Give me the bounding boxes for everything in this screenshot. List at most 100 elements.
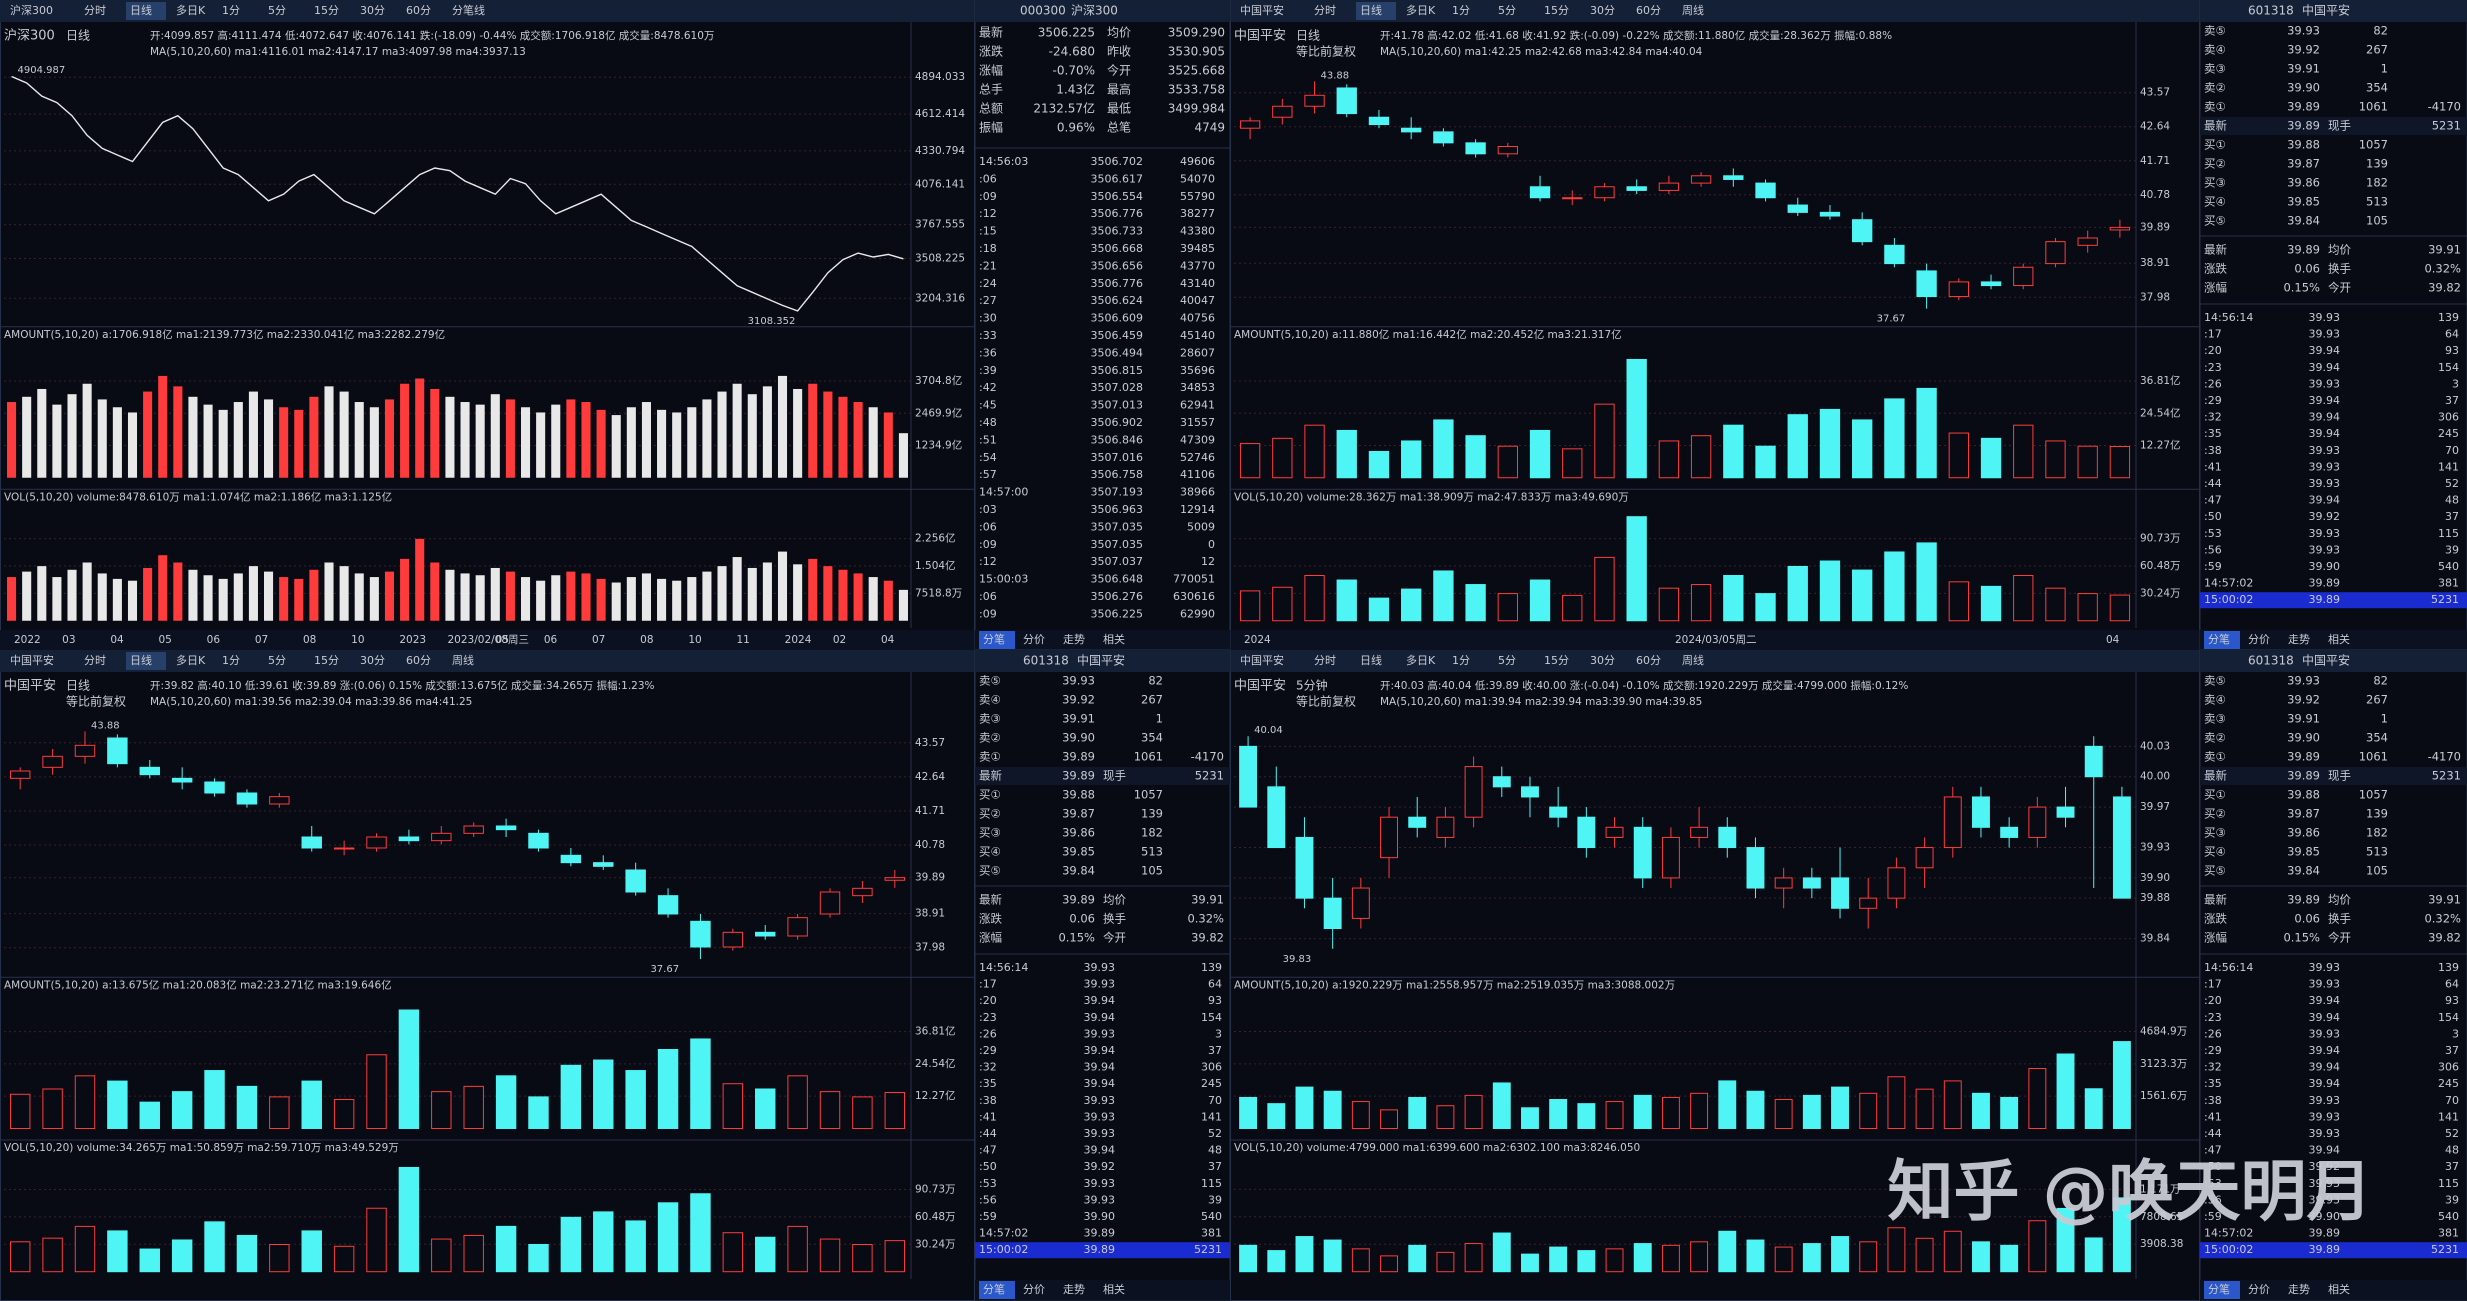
tab[interactable]: 日线: [1360, 3, 1382, 17]
tab[interactable]: 5分: [1498, 654, 1516, 667]
tab[interactable]: 15分: [314, 654, 339, 667]
tab[interactable]: 30分: [360, 654, 385, 667]
tab[interactable]: 中国平安: [10, 653, 54, 667]
vol-bar: [1755, 593, 1776, 622]
tick-price: 39.94: [1084, 994, 1116, 1007]
price-tick-label: 39.97: [2140, 801, 2170, 813]
quote-tab[interactable]: 相关: [2328, 632, 2350, 646]
tab[interactable]: 分时: [1314, 654, 1336, 667]
tab[interactable]: 1分: [222, 654, 240, 667]
stat-label: 涨幅: [979, 931, 1002, 945]
quote-tab[interactable]: 走势: [1063, 1283, 1085, 1296]
tick-volume: 64: [1208, 978, 1222, 991]
stat-label: 均价: [2328, 893, 2352, 907]
tab[interactable]: 60分: [1636, 4, 1661, 17]
amount-bar: [852, 1096, 873, 1129]
tab[interactable]: 多日K: [176, 3, 206, 17]
vol-bar: [1859, 1241, 1878, 1273]
book-qty: 1: [2381, 62, 2388, 76]
quote-tab[interactable]: 分笔: [2208, 632, 2230, 646]
quote-code: 000300: [1020, 4, 1066, 18]
tab[interactable]: 5分: [1498, 4, 1516, 17]
tab[interactable]: 多日K: [1406, 3, 1436, 17]
tab[interactable]: 30分: [1590, 4, 1615, 17]
amount-bar: [384, 399, 395, 478]
quote-tab[interactable]: 走势: [1063, 633, 1085, 646]
vol-bar: [1948, 581, 1969, 622]
tab[interactable]: 15分: [1544, 4, 1569, 17]
quote-code: 601318: [1023, 654, 1069, 668]
tick-price: 3506.648: [1091, 573, 1144, 586]
tab[interactable]: 5分: [268, 4, 286, 17]
tab[interactable]: 5分: [268, 654, 286, 667]
tab[interactable]: 中国平安: [1240, 3, 1284, 17]
vol-bar: [1802, 1243, 1821, 1273]
tab[interactable]: 多日K: [176, 653, 206, 667]
quote-tab[interactable]: 分价: [2248, 1283, 2270, 1296]
tab[interactable]: 多日K: [1406, 653, 1436, 667]
quote-tab[interactable]: 分笔: [983, 632, 1005, 646]
tab[interactable]: 周线: [1682, 3, 1704, 17]
book-label: 卖①: [2204, 750, 2226, 764]
tab[interactable]: 1分: [222, 4, 240, 17]
tab[interactable]: 60分: [406, 654, 431, 667]
vol-tick-label: 90.73万: [2140, 533, 2181, 545]
quote-tab[interactable]: 相关: [1103, 1282, 1125, 1296]
vol-bar: [112, 578, 122, 621]
candle-body: [107, 737, 128, 765]
vol-bar: [67, 569, 77, 621]
tab[interactable]: 1分: [1452, 654, 1470, 667]
price-tick-label: 40.03: [2140, 740, 2170, 752]
book-qty: 182: [2366, 176, 2388, 190]
tick-price: 3506.617: [1091, 172, 1144, 185]
tab[interactable]: 沪深300: [10, 3, 53, 17]
tab[interactable]: 周线: [1682, 653, 1704, 667]
amount-bar: [687, 407, 697, 478]
tab-bar: [1230, 650, 2200, 672]
amount-bar: [1831, 1086, 1849, 1129]
tick-price: 39.93: [1084, 1177, 1116, 1190]
tab[interactable]: 日线: [130, 653, 152, 667]
tab[interactable]: 日线: [1360, 653, 1382, 667]
stat-value: 0.15%: [2283, 281, 2320, 295]
adjust: 等比前复权: [1296, 694, 1356, 709]
watermark: 知乎 @唤天明月: [1888, 1153, 2373, 1230]
tab[interactable]: 分笔线: [452, 3, 485, 17]
tab[interactable]: 分时: [1314, 4, 1336, 17]
quote-tab[interactable]: 走势: [2288, 633, 2310, 646]
quote-tab[interactable]: 分笔: [2208, 1282, 2230, 1296]
tab[interactable]: 日线: [130, 3, 152, 17]
tab[interactable]: 中国平安: [1240, 653, 1284, 667]
amount-bar: [301, 1080, 322, 1129]
quote-tab[interactable]: 分价: [2248, 633, 2270, 646]
tab[interactable]: 30分: [360, 4, 385, 17]
tab[interactable]: 60分: [1636, 654, 1661, 667]
amount-bar: [808, 383, 818, 478]
tick-time: :20: [2204, 344, 2222, 357]
vol-bar: [107, 1230, 128, 1273]
price-tick-label: 39.89: [915, 872, 945, 884]
tick-volume: 45140: [1180, 329, 1215, 342]
tab[interactable]: 15分: [314, 4, 339, 17]
quote-tab[interactable]: 相关: [1103, 632, 1125, 646]
tick-time: :32: [2204, 1061, 2222, 1074]
tick-price: 39.93: [1084, 978, 1116, 991]
tab[interactable]: 30分: [1590, 654, 1615, 667]
book-qty: 1061: [2359, 100, 2388, 114]
tab[interactable]: 1分: [1452, 4, 1470, 17]
quote-tab[interactable]: 走势: [2288, 1283, 2310, 1296]
tab[interactable]: 分时: [84, 4, 106, 17]
tab[interactable]: 周线: [452, 653, 474, 667]
quote-tab[interactable]: 相关: [2328, 1282, 2350, 1296]
tab[interactable]: 分时: [84, 654, 106, 667]
quote-tab[interactable]: 分价: [1023, 633, 1045, 646]
stat-value: 3530.905: [1168, 45, 1225, 59]
quote-tab[interactable]: 分笔: [983, 1282, 1005, 1296]
book-qty: 139: [2366, 807, 2388, 821]
tab[interactable]: 60分: [406, 4, 431, 17]
quote-tab[interactable]: 分价: [1023, 1283, 1045, 1296]
tab[interactable]: 15分: [1544, 654, 1569, 667]
candle-body: [690, 920, 711, 948]
vol-bar: [460, 573, 470, 621]
vol-bar: [657, 1202, 679, 1273]
